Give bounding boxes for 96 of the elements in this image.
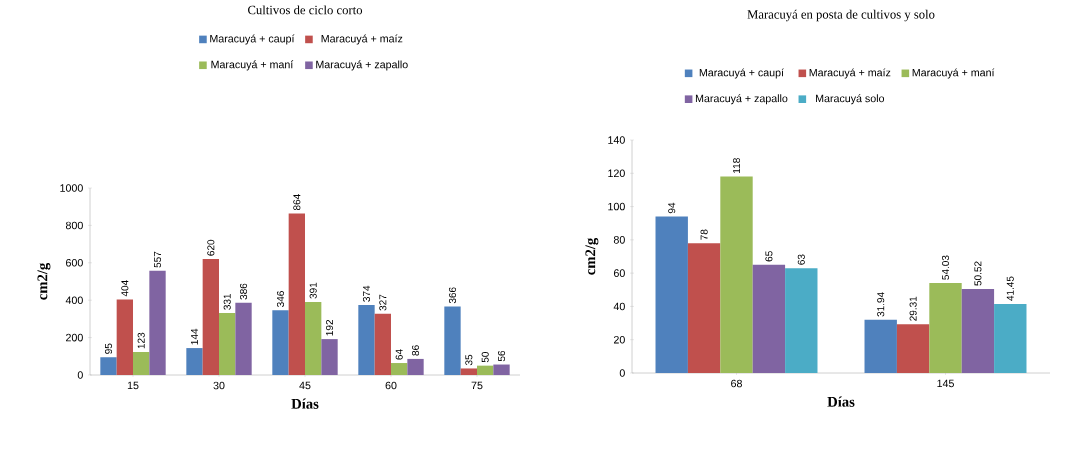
x-axis-title: Días — [827, 396, 855, 407]
bar — [374, 313, 391, 375]
y-axis-title: cm2/g — [37, 262, 51, 300]
bar — [407, 358, 424, 375]
data-label: 54.03 — [941, 255, 950, 280]
chart-title: Cultivos de ciclo corto — [248, 5, 363, 15]
bar — [961, 288, 995, 373]
bar — [272, 310, 289, 375]
legend-label: Maracuyá + maní — [211, 60, 294, 71]
data-label: 64 — [395, 349, 403, 360]
legend-label: Maracuyá + zapallo — [695, 94, 788, 105]
bar — [116, 299, 134, 375]
y-tick-label: 100 — [608, 202, 625, 211]
data-label: 94 — [668, 202, 676, 214]
x-tick-label: 60 — [385, 381, 397, 390]
bar — [186, 348, 203, 375]
bar — [100, 357, 117, 375]
y-tick-label: 0 — [619, 369, 625, 377]
y-tick-label: 800 — [65, 221, 83, 230]
y-tick-label: 80 — [613, 236, 625, 244]
legend-label: Maracuyá + caupí — [699, 68, 784, 79]
bar — [460, 368, 477, 375]
bar — [720, 176, 753, 373]
chart-title: Maracuyá en posta de cultivos y solo — [747, 9, 935, 22]
data-label: 118 — [732, 158, 741, 173]
data-label: 374 — [362, 285, 371, 302]
data-label: 404 — [121, 280, 129, 297]
y-tick-label: 120 — [608, 169, 625, 178]
bar — [133, 352, 150, 375]
y-axis-title: cm2/g — [585, 237, 599, 275]
data-label: 31.94 — [877, 292, 885, 317]
bar — [321, 339, 338, 375]
data-label: 346 — [276, 291, 285, 307]
data-label: 41.45 — [1006, 276, 1014, 301]
legend-label: Maracuyá + caupí — [210, 34, 295, 45]
legend-label: Maracuyá + maní — [912, 68, 995, 79]
bar — [655, 216, 688, 373]
y-tick-label: 20 — [613, 335, 625, 344]
data-label: 123 — [137, 332, 145, 349]
bar — [864, 319, 897, 373]
x-axis-title: Días — [291, 398, 319, 409]
bar — [785, 268, 818, 373]
x-tick-label: 45 — [299, 381, 311, 390]
data-label: 386 — [239, 283, 248, 300]
bar — [358, 305, 375, 375]
bar — [929, 283, 962, 373]
x-tick-label: 145 — [937, 379, 954, 388]
legend-label: Maracuyá solo — [816, 94, 885, 105]
x-tick-label: 30 — [213, 381, 225, 390]
y-tick-label: 40 — [613, 302, 625, 311]
bar — [288, 213, 305, 375]
bar — [202, 259, 219, 375]
x-tick-label: 68 — [731, 379, 742, 388]
bar — [752, 264, 786, 373]
bar — [493, 364, 510, 375]
data-label: 391 — [309, 282, 317, 299]
data-label: 65 — [765, 251, 773, 262]
bar — [444, 306, 461, 375]
bar — [149, 270, 166, 375]
data-label: 192 — [325, 319, 334, 336]
y-tick-label: 600 — [66, 259, 83, 267]
bar — [219, 313, 236, 375]
data-label: 78 — [700, 229, 708, 240]
data-label: 366 — [448, 287, 457, 304]
x-tick-label: 15 — [127, 381, 139, 390]
legend-label: Maracuyá + maíz — [809, 68, 891, 79]
x-tick-label: 75 — [471, 381, 483, 390]
data-label: 86 — [411, 345, 420, 356]
data-label: 327 — [379, 294, 387, 311]
data-label: 35 — [465, 354, 473, 366]
data-label: 331 — [223, 293, 231, 310]
bar — [235, 302, 252, 375]
bar — [896, 324, 930, 373]
legend-label: Maracuyá + maíz — [321, 34, 403, 45]
bar — [687, 243, 721, 373]
data-label: 50 — [481, 351, 489, 363]
bar — [305, 301, 322, 375]
data-label: 95 — [104, 343, 113, 354]
y-tick-label: 200 — [66, 333, 83, 342]
data-label: 620 — [207, 239, 215, 256]
data-label: 63 — [797, 254, 805, 265]
y-tick-label: 140 — [608, 136, 625, 144]
data-label: 864 — [293, 194, 301, 211]
data-label: 29.31 — [909, 296, 917, 321]
y-tick-label: 1000 — [60, 184, 83, 192]
data-label: 56 — [497, 350, 506, 362]
bar — [477, 365, 494, 375]
y-tick-label: 60 — [613, 269, 625, 277]
data-label: 50.52 — [974, 261, 982, 286]
bar — [994, 304, 1027, 373]
y-tick-label: 0 — [77, 371, 83, 379]
legend-label: Maracuyá + zapallo — [316, 60, 408, 71]
data-label: 557 — [154, 251, 162, 268]
bar — [391, 363, 408, 375]
data-label: 144 — [191, 328, 198, 345]
y-tick-label: 400 — [65, 296, 83, 304]
